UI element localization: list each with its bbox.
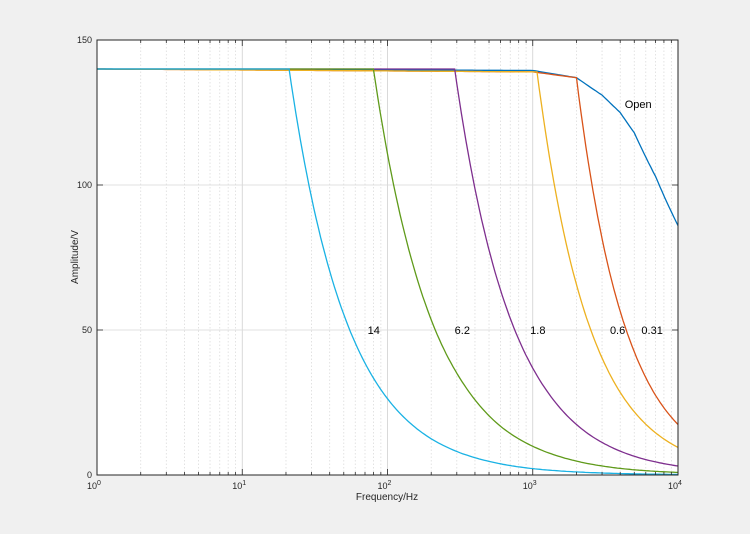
y-tick-label: 0	[87, 470, 92, 480]
x-tick-label: 103	[523, 480, 537, 491]
x-tick-label: 101	[232, 480, 246, 491]
series-label: 6.2	[455, 325, 470, 337]
x-tick-label: 104	[668, 480, 682, 491]
series-labels: Open 0.31 0.6 1.8 6.2 14	[368, 99, 663, 337]
series-line-0.6	[97, 68, 679, 448]
x-axis-label: Frequency/Hz	[356, 492, 418, 503]
series-label: 14	[368, 325, 380, 337]
grid	[97, 40, 678, 475]
x-tick-label: 100	[87, 480, 101, 491]
series-label: 0.6	[610, 325, 625, 337]
y-tick-label: 150	[77, 35, 92, 45]
series-line-14	[97, 68, 678, 476]
series-label: Open	[625, 99, 652, 111]
x-tick-label: 102	[378, 480, 392, 491]
y-tick-label: 50	[82, 325, 92, 335]
series-label: 0.31	[641, 325, 662, 337]
series-lines	[97, 68, 679, 476]
y-tick-label: 100	[77, 180, 92, 190]
ticks: 0 50 100 150 100 101 102 103 104	[77, 35, 682, 491]
series-label: 1.8	[530, 325, 545, 337]
y-axis-label: Amplitude/V	[70, 230, 81, 284]
